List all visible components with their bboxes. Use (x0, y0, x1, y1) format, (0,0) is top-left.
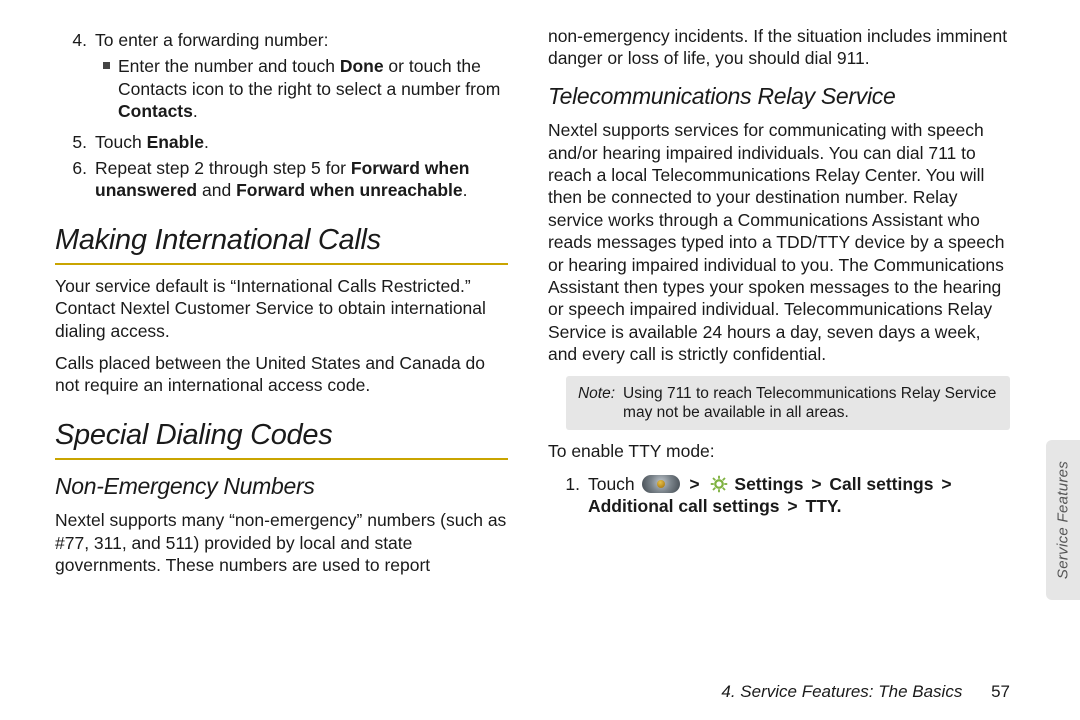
heading-rule (55, 458, 508, 460)
step-5: 5. Touch Enable. (55, 131, 508, 153)
gear-icon (710, 475, 728, 493)
path-call-settings: Call settings (829, 474, 933, 494)
step-text: To enter a forwarding number: (95, 30, 328, 50)
note-label: Note: (578, 384, 615, 423)
heading-rule (55, 263, 508, 265)
step-number: 4. (55, 29, 95, 127)
step-6: 6. Repeat step 2 through step 5 for Forw… (55, 157, 508, 202)
heading-special-dialing: Special Dialing Codes (55, 417, 508, 454)
step-4: 4. To enter a forwarding number: Enter t… (55, 29, 508, 127)
gt-icon: > (941, 474, 951, 494)
step-body: Repeat step 2 through step 5 for Forward… (95, 157, 508, 202)
path-settings: Settings (734, 474, 803, 494)
launcher-icon (642, 475, 680, 493)
note-box: Note: Using 711 to reach Telecommunicati… (566, 376, 1010, 431)
step-body: To enter a forwarding number: Enter the … (95, 29, 508, 127)
sub-text: Enter the number and touch Done or touch… (118, 55, 508, 122)
step-number: 1. (548, 473, 588, 518)
page-footer: 4. Service Features: The Basics 57 (721, 682, 1010, 702)
note-text: Using 711 to reach Telecommunications Re… (623, 384, 998, 423)
tty-intro: To enable TTY mode: (548, 440, 1010, 462)
sub-bullet: Enter the number and touch Done or touch… (95, 55, 508, 122)
tty-steps: 1. Touch > (548, 473, 1010, 518)
intl-paragraph-1: Your service default is “International C… (55, 275, 508, 342)
footer-title: 4. Service Features: The Basics (721, 682, 962, 701)
step-body: Touch > (588, 473, 1010, 518)
forwarding-steps: 4. To enter a forwarding number: Enter t… (55, 29, 508, 202)
tty-step-1: 1. Touch > (548, 473, 1010, 518)
gt-icon: > (689, 474, 699, 494)
page: 4. To enter a forwarding number: Enter t… (0, 0, 1080, 680)
intl-paragraph-2: Calls placed between the United States a… (55, 352, 508, 397)
page-number: 57 (991, 682, 1010, 701)
path-additional: Additional call settings (588, 496, 780, 516)
heading-international-calls: Making International Calls (55, 222, 508, 259)
step-number: 5. (55, 131, 95, 153)
subheading-non-emergency: Non-Emergency Numbers (55, 472, 508, 501)
square-bullet-icon (103, 62, 110, 69)
right-column: non-emergency incidents. If the situatio… (548, 25, 1010, 620)
continuation-paragraph: non-emergency incidents. If the situatio… (548, 25, 1010, 70)
non-emergency-paragraph: Nextel supports many “non-emergency” num… (55, 509, 508, 576)
left-column: 4. To enter a forwarding number: Enter t… (55, 25, 508, 620)
subheading-trs: Telecommunications Relay Service (548, 82, 1010, 111)
trs-paragraph: Nextel supports services for communicati… (548, 119, 1010, 365)
gt-icon: > (811, 474, 821, 494)
step-body: Touch Enable. (95, 131, 508, 153)
step-number: 6. (55, 157, 95, 202)
path-tty: TTY. (806, 496, 842, 516)
gt-icon: > (787, 496, 797, 516)
section-tab: Service Features (1046, 440, 1080, 600)
section-tab-label: Service Features (1055, 461, 1072, 579)
